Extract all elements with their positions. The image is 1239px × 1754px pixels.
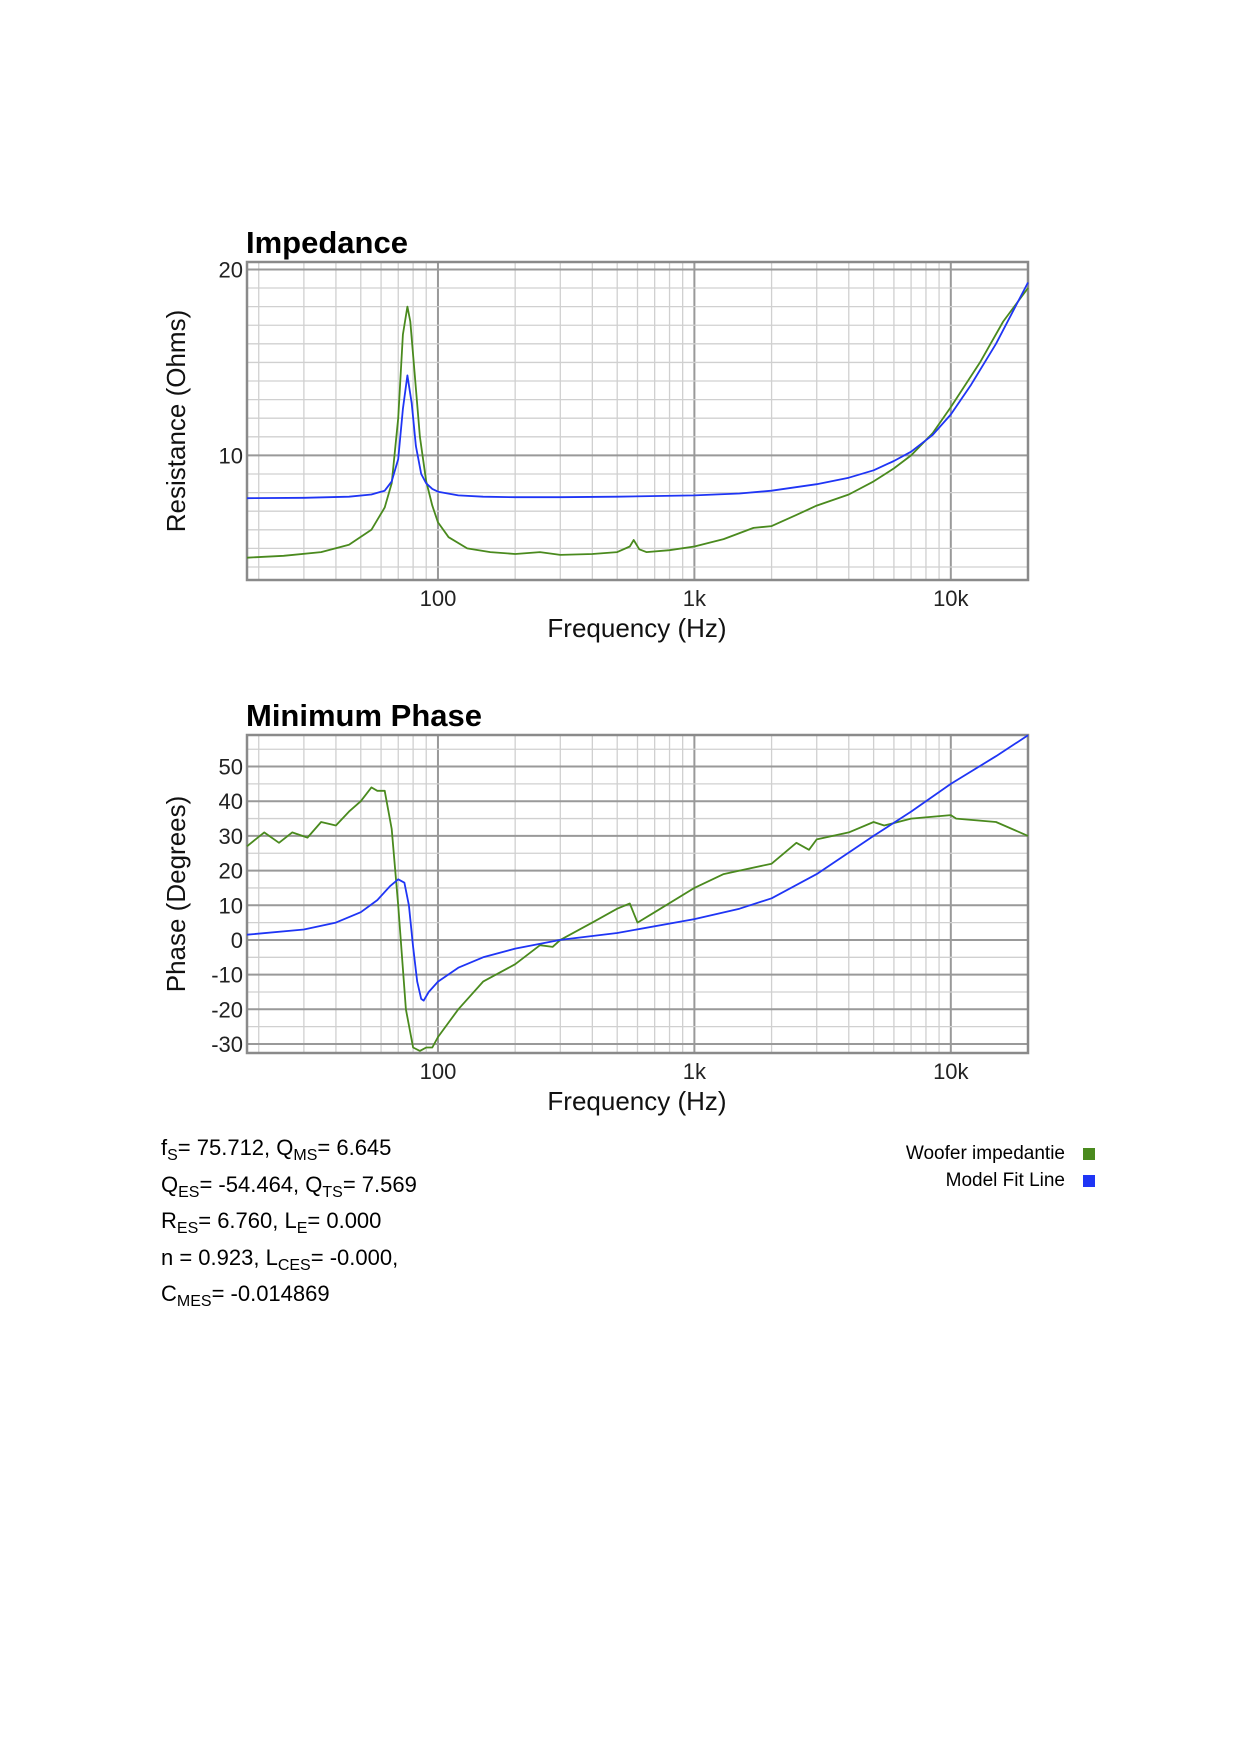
parameter-text: = -54.464, Q — [199, 1171, 323, 1197]
phase-x-axis-label: Frequency (Hz) — [547, 1086, 726, 1116]
driver-parameters: fS= 75.712, QMS= 6.645 QES= -54.464, QTS=… — [161, 1130, 417, 1313]
x-tick-label: 10k — [933, 586, 969, 611]
phase-chart-title: Minimum Phase — [246, 698, 482, 733]
parameter-text: = 6.760, L — [198, 1208, 297, 1233]
parameter-subscript: MES — [176, 1293, 212, 1310]
grid — [247, 735, 1029, 1053]
phase-chart: Minimum Phase Phase (Degrees) Frequency … — [161, 698, 1030, 1116]
y-tick-label: 10 — [219, 443, 243, 468]
legend-item-model: Model Fit Line — [850, 1167, 1095, 1194]
x-tick-label: 1k — [683, 586, 707, 611]
parameter-text: = -0.014869 — [211, 1281, 330, 1306]
impedance-y-axis-label: Resistance (Ohms) — [161, 310, 191, 533]
series-line-model — [246, 282, 1029, 500]
parameter-text: = 0.000 — [307, 1208, 382, 1233]
y-tick-label: -20 — [211, 997, 243, 1022]
series-line-measured — [246, 287, 1029, 559]
parameter-text: R — [161, 1208, 177, 1233]
parameter-text: n = 0.923, L — [161, 1244, 278, 1270]
parameter-line: RES= 6.760, LE= 0.000 — [161, 1203, 417, 1240]
x-tick-label: 100 — [420, 586, 457, 611]
parameter-text: = 7.569 — [342, 1171, 417, 1197]
plot-frame — [245, 260, 1030, 582]
series-line-model — [246, 734, 1029, 1002]
parameter-subscript: MS — [293, 1147, 318, 1164]
legend: Woofer impedantie Model Fit Line — [850, 1140, 1095, 1194]
y-tick-label: -10 — [211, 963, 243, 988]
y-tick-label: 40 — [219, 789, 243, 814]
y-tick-label: 0 — [231, 928, 243, 953]
parameter-line: n = 0.923, LCES= -0.000, — [161, 1240, 417, 1277]
parameter-subscript: S — [167, 1147, 178, 1164]
phase-y-axis-label: Phase (Degrees) — [161, 796, 191, 993]
plot-frame — [245, 733, 1030, 1055]
parameter-line: QES= -54.464, QTS= 7.569 — [161, 1167, 417, 1204]
impedance-chart: Impedance Resistance (Ohms) Frequency (H… — [161, 225, 1030, 643]
legend-swatch-green — [1083, 1147, 1095, 1160]
x-tick-label: 100 — [420, 1059, 457, 1084]
y-tick-label: 30 — [219, 824, 243, 849]
parameter-text: = -0.000, — [310, 1244, 399, 1270]
y-tick-label: 10 — [219, 893, 243, 918]
parameter-subscript: E — [296, 1220, 308, 1237]
parameter-text: C — [161, 1281, 177, 1306]
y-tick-label: 50 — [219, 755, 243, 780]
impedance-chart-title: Impedance — [246, 225, 408, 260]
parameter-subscript: TS — [322, 1183, 343, 1201]
y-tick-label: 20 — [219, 859, 243, 884]
legend-swatch-blue — [1083, 1174, 1095, 1187]
legend-item-measured: Woofer impedantie — [850, 1140, 1095, 1167]
parameter-line: fS= 75.712, QMS= 6.645 — [161, 1130, 417, 1167]
impedance-x-axis-label: Frequency (Hz) — [547, 613, 726, 643]
parameter-subscript: ES — [178, 1183, 200, 1201]
grid — [247, 262, 1029, 580]
parameter-text: = 6.645 — [317, 1135, 392, 1160]
parameter-text: Q — [161, 1171, 179, 1197]
parameter-text: = 75.712, Q — [177, 1135, 294, 1160]
y-tick-label: 20 — [219, 257, 243, 282]
parameter-text: f — [161, 1135, 168, 1160]
x-tick-label: 1k — [683, 1059, 707, 1084]
parameter-subscript: CES — [277, 1256, 311, 1274]
parameter-subscript: ES — [176, 1220, 199, 1237]
series-line-measured — [246, 786, 1029, 1052]
x-tick-label: 10k — [933, 1059, 969, 1084]
legend-label: Woofer impedantie — [905, 1142, 1065, 1164]
legend-label: Model Fit Line — [945, 1169, 1065, 1191]
y-tick-label: -30 — [211, 1032, 243, 1057]
parameter-line: CMES= -0.014869 — [161, 1276, 417, 1313]
